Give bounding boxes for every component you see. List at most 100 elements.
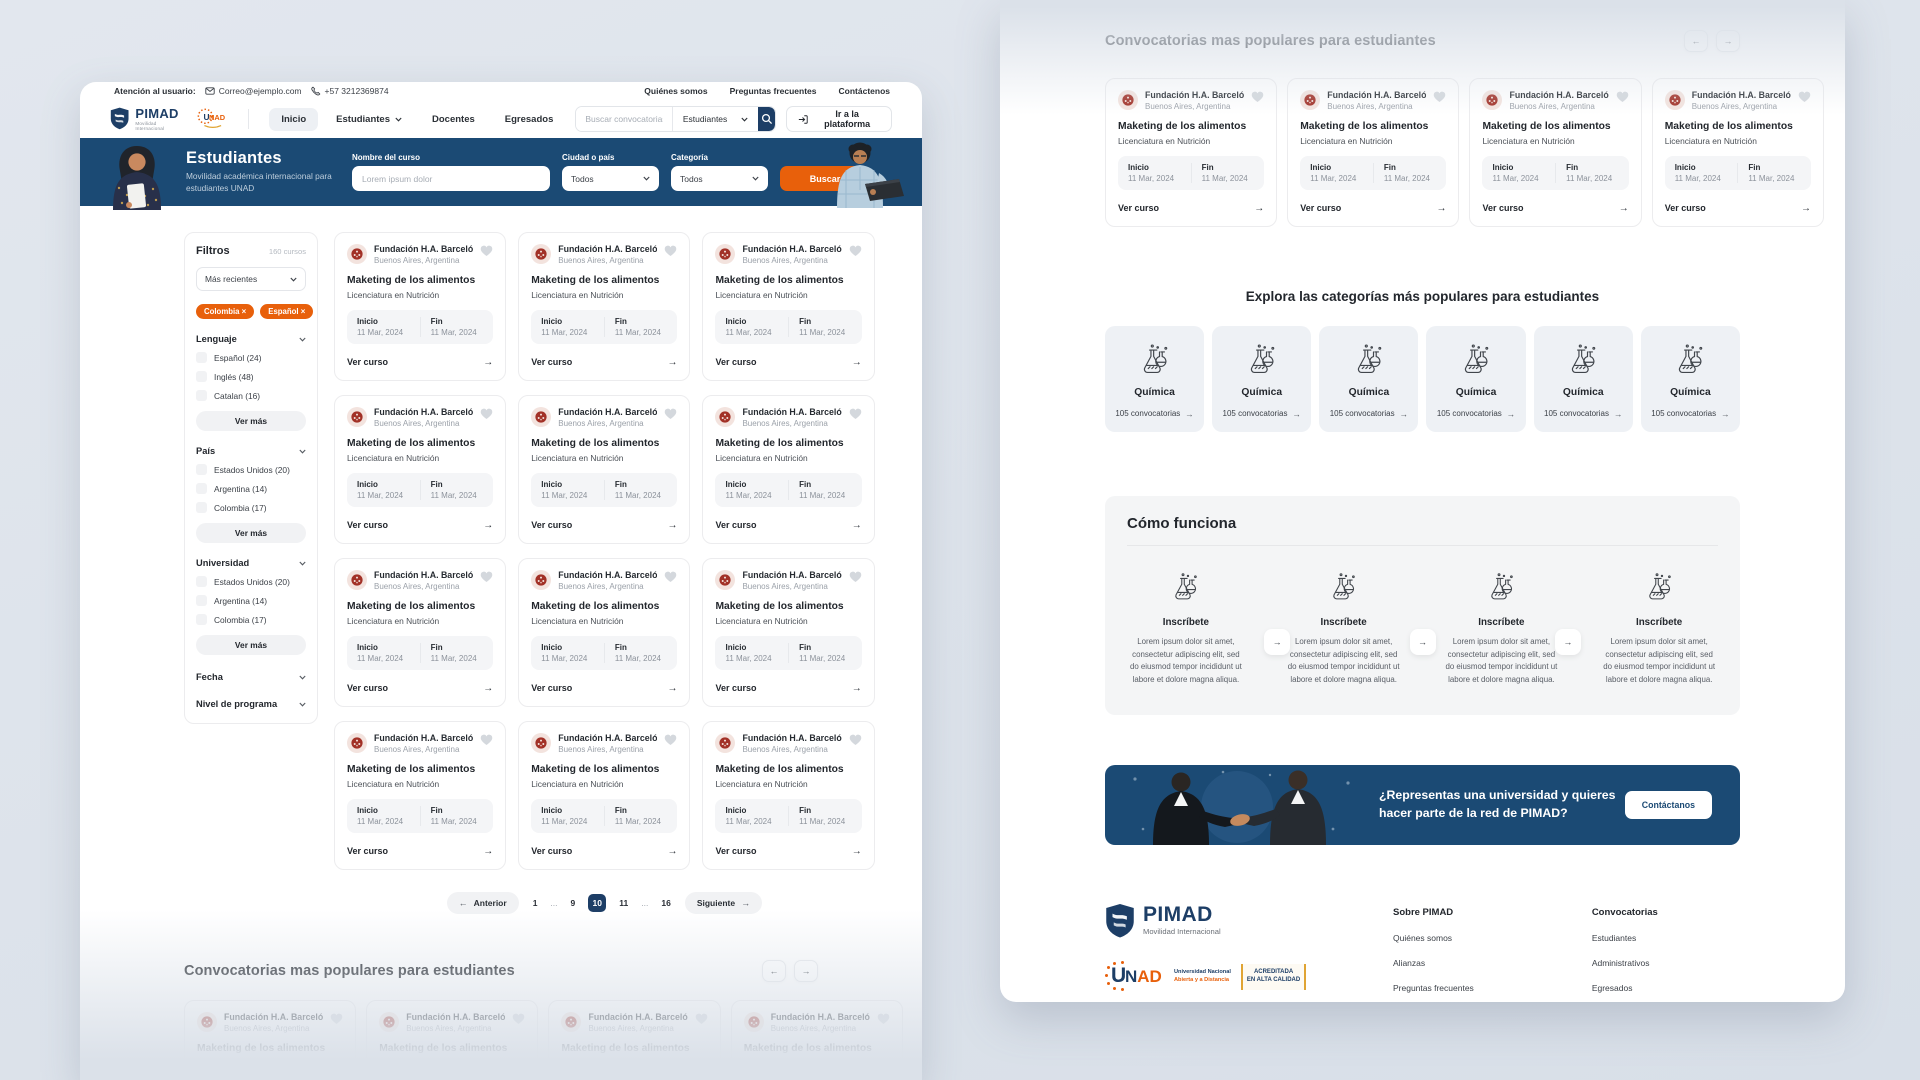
- arrow-right-icon[interactable]: →: [667, 519, 678, 531]
- search-scope-select[interactable]: Estudiantes: [673, 107, 758, 131]
- see-more-button[interactable]: Ver más: [196, 411, 306, 431]
- filter-option[interactable]: Argentina (14): [196, 595, 306, 606]
- favorite-heart-icon[interactable]: [1251, 90, 1264, 102]
- view-course-link[interactable]: Ver curso: [715, 846, 757, 857]
- arrow-right-icon[interactable]: →: [1185, 408, 1194, 419]
- page-10-active[interactable]: 10: [588, 893, 607, 912]
- arrow-right-icon[interactable]: →: [483, 356, 494, 368]
- filter-option[interactable]: Inglés (48): [196, 371, 306, 382]
- course-card[interactable]: Fundación H.A. Barceló Buenos Aires, Arg…: [518, 394, 691, 544]
- arrow-right-icon[interactable]: →: [1254, 202, 1265, 214]
- favorite-heart-icon[interactable]: [664, 407, 677, 419]
- favorite-heart-icon[interactable]: [1433, 90, 1446, 102]
- arrow-right-icon[interactable]: →: [1800, 202, 1811, 214]
- course-card[interactable]: Fundación H.A. Barceló Buenos Aires, Arg…: [334, 557, 507, 707]
- footer-link-estudiantes[interactable]: Estudiantes: [1591, 932, 1637, 943]
- filter-group-header[interactable]: Fecha: [196, 672, 306, 682]
- filter-option[interactable]: Español (24): [196, 352, 306, 363]
- course-card[interactable]: Fundación H.A. Barceló Buenos Aires, Arg…: [518, 557, 691, 707]
- category-card[interactable]: Química 105 convocatorias →: [1105, 325, 1205, 432]
- course-card[interactable]: Fundación H.A. Barceló Buenos Aires, Arg…: [702, 720, 875, 870]
- arrow-right-icon[interactable]: →: [1721, 408, 1730, 419]
- phone-contact[interactable]: +57 3212369874: [310, 86, 389, 96]
- course-card[interactable]: Fundación H.A. Barceló Buenos Aires, Arg…: [1105, 78, 1278, 227]
- course-name-input[interactable]: [352, 166, 550, 191]
- filter-option[interactable]: Argentina (14): [196, 483, 306, 494]
- favorite-heart-icon[interactable]: [877, 1012, 890, 1024]
- view-course-link[interactable]: Ver curso: [1300, 203, 1342, 214]
- favorite-heart-icon[interactable]: [480, 244, 493, 256]
- view-course-link[interactable]: Ver curso: [1664, 203, 1706, 214]
- favorite-heart-icon[interactable]: [330, 1012, 343, 1024]
- checkbox[interactable]: [196, 483, 207, 494]
- footer-link-preguntas[interactable]: Preguntas frecuentes: [1393, 982, 1474, 993]
- filter-option[interactable]: Estados Unidos (20): [196, 464, 306, 475]
- view-course-link[interactable]: Ver curso: [1482, 203, 1524, 214]
- see-more-button[interactable]: Ver más: [196, 523, 306, 543]
- course-card[interactable]: Fundación H.A. Barceló Buenos Aires, Arg…: [730, 999, 903, 1080]
- page-16[interactable]: 16: [661, 897, 671, 908]
- arrow-right-icon[interactable]: →: [1436, 202, 1447, 214]
- category-card[interactable]: Química 105 convocatorias →: [1640, 325, 1740, 432]
- category-card[interactable]: Química 105 convocatorias →: [1319, 325, 1419, 432]
- nav-item-inicio[interactable]: Inicio: [269, 107, 319, 131]
- utility-link-quienes-somos[interactable]: Quiénes somos: [644, 86, 708, 96]
- city-select[interactable]: Todos: [562, 166, 659, 191]
- page-1[interactable]: 1: [532, 897, 538, 908]
- favorite-heart-icon[interactable]: [1616, 90, 1629, 102]
- filter-group-header[interactable]: Universidad: [196, 558, 306, 568]
- carousel-next-button[interactable]: →: [1716, 30, 1740, 52]
- see-more-button[interactable]: Ver más: [196, 635, 306, 655]
- favorite-heart-icon[interactable]: [480, 407, 493, 419]
- footer-link-quienes-somos[interactable]: Quiénes somos: [1393, 932, 1453, 943]
- arrow-right-icon[interactable]: →: [851, 356, 862, 368]
- utility-link-preguntas[interactable]: Preguntas frecuentes: [729, 86, 817, 96]
- carousel-next-button[interactable]: →: [794, 959, 818, 982]
- favorite-heart-icon[interactable]: [664, 570, 677, 582]
- sort-select[interactable]: Más recientes: [196, 267, 306, 291]
- checkbox[interactable]: [196, 352, 207, 363]
- filter-option[interactable]: Colombia (17): [196, 614, 306, 625]
- filter-group-header[interactable]: Lenguaje: [196, 334, 306, 344]
- footer-link-alianzas[interactable]: Alianzas: [1393, 957, 1426, 968]
- checkbox[interactable]: [196, 390, 207, 401]
- view-course-link[interactable]: Ver curso: [715, 357, 757, 368]
- nav-item-estudiantes[interactable]: Estudiantes: [324, 108, 414, 131]
- filter-group-header[interactable]: Nivel de programa: [196, 699, 306, 709]
- checkbox[interactable]: [196, 595, 207, 606]
- filter-option[interactable]: Catalan (16): [196, 390, 306, 401]
- view-course-link[interactable]: Ver curso: [1118, 203, 1160, 214]
- go-to-platform-button[interactable]: Ir a la plataforma: [786, 106, 892, 132]
- course-card[interactable]: Fundación H.A. Barceló Buenos Aires, Arg…: [518, 720, 691, 870]
- category-card[interactable]: Química 105 convocatorias →: [1212, 325, 1312, 432]
- view-course-link[interactable]: Ver curso: [715, 683, 757, 694]
- view-course-link[interactable]: Ver curso: [347, 846, 389, 857]
- favorite-heart-icon[interactable]: [512, 1012, 525, 1024]
- checkbox[interactable]: [196, 371, 207, 382]
- filter-option[interactable]: Colombia (17): [196, 502, 306, 513]
- view-course-link[interactable]: Ver curso: [715, 520, 757, 531]
- footer-link-administrativos[interactable]: Administrativos: [1591, 957, 1650, 968]
- carousel-prev-button[interactable]: ←: [762, 959, 786, 982]
- course-card[interactable]: Fundación H.A. Barceló Buenos Aires, Arg…: [1651, 78, 1824, 227]
- checkbox[interactable]: [196, 502, 207, 513]
- view-course-link[interactable]: Ver curso: [347, 357, 389, 368]
- checkbox[interactable]: [196, 576, 207, 587]
- course-card[interactable]: Fundación H.A. Barceló Buenos Aires, Arg…: [334, 232, 507, 381]
- favorite-heart-icon[interactable]: [695, 1012, 708, 1024]
- view-course-link[interactable]: Ver curso: [531, 683, 573, 694]
- arrow-right-icon[interactable]: →: [851, 845, 862, 857]
- pimad-logo[interactable]: PIMAD Movilidad Internacional: [110, 107, 183, 131]
- search-input[interactable]: [576, 107, 673, 131]
- favorite-heart-icon[interactable]: [480, 733, 493, 745]
- arrow-right-icon[interactable]: →: [1618, 202, 1629, 214]
- favorite-heart-icon[interactable]: [1798, 90, 1811, 102]
- category-card[interactable]: Química 105 convocatorias →: [1533, 325, 1633, 432]
- nav-item-docentes[interactable]: Docentes: [432, 113, 475, 125]
- favorite-heart-icon[interactable]: [849, 407, 862, 419]
- category-select[interactable]: Todos: [671, 166, 768, 191]
- filter-chip-colombia[interactable]: Colombia ×: [196, 304, 255, 319]
- favorite-heart-icon[interactable]: [849, 733, 862, 745]
- checkbox[interactable]: [196, 464, 207, 475]
- step-arrow-button[interactable]: →: [1264, 628, 1291, 655]
